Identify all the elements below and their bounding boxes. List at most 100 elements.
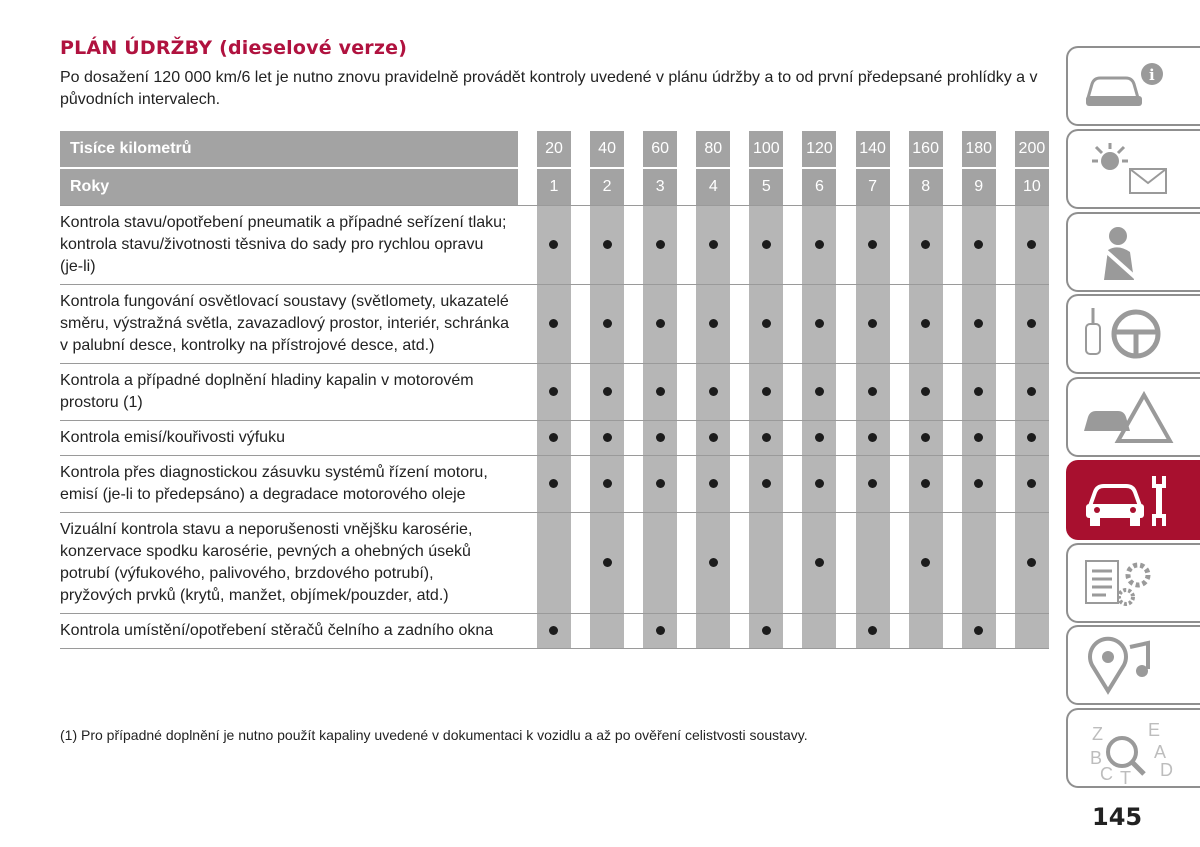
check-required-dot: [761, 240, 771, 249]
column-gap: [624, 420, 644, 456]
column-gap: [730, 420, 750, 456]
tab-technical-data[interactable]: [1066, 543, 1200, 623]
check-required-dot: [549, 433, 559, 442]
check-description: Vizuální kontrola stavu a neporušenosti …: [60, 512, 518, 614]
check-required-dot: [974, 626, 984, 635]
year-header-9: 9: [961, 168, 996, 206]
interval-cell-40: [590, 420, 625, 456]
year-header-8: 8: [908, 168, 943, 206]
km-header-120: 120: [802, 131, 837, 169]
column-gap: [995, 205, 1015, 285]
check-required-dot: [708, 479, 718, 488]
interval-cell-40: [590, 284, 625, 364]
interval-cell-20: [536, 512, 572, 614]
tab-starting-driving[interactable]: [1066, 294, 1200, 374]
column-gap: [677, 363, 697, 421]
column-gap: [942, 512, 962, 614]
emergency-icon: [1084, 390, 1174, 443]
page-title: PLÁN ÚDRŽBY (dieselové verze): [60, 37, 408, 59]
year-header-2: 2: [590, 168, 625, 206]
check-required-dot: [974, 433, 984, 442]
check-required-dot: [921, 479, 931, 488]
check-required-dot: [1027, 240, 1037, 249]
interval-cell-60: [643, 420, 678, 456]
interval-cell-140: [855, 420, 890, 456]
interval-cell-180: [961, 363, 996, 421]
year-header-7: 7: [855, 168, 890, 206]
intro-paragraph: Po dosažení 120 000 km/6 let je nutno zn…: [60, 69, 1038, 108]
check-required-dot: [921, 558, 931, 567]
interval-cell-80: [696, 512, 731, 614]
km-header-140: 140: [855, 131, 890, 169]
interval-cell-180: [961, 420, 996, 456]
km-header-20: 20: [536, 131, 572, 169]
column-gap: [836, 420, 856, 456]
interval-cell-60: [643, 284, 678, 364]
tab-car-info[interactable]: i: [1066, 46, 1200, 126]
interval-cell-60: [643, 205, 678, 285]
check-required-dot: [708, 319, 718, 328]
interval-cell-60: [643, 613, 678, 649]
column-gap: [783, 284, 803, 364]
table-row: Kontrola emisí/kouřivosti výfuku: [60, 420, 1049, 456]
check-required-dot: [974, 319, 984, 328]
check-required-dot: [814, 558, 824, 567]
check-required-dot: [868, 387, 878, 396]
column-gap: [889, 205, 909, 285]
interval-cell-160: [908, 284, 943, 364]
table-row: Kontrola umístění/opotřebení stěračů čel…: [60, 613, 1049, 649]
column-gap: [571, 131, 591, 169]
year-header-5: 5: [749, 168, 784, 206]
interval-cell-200: [1014, 613, 1049, 649]
interval-cell-140: [855, 363, 890, 421]
column-gap: [677, 613, 697, 649]
column-gap: [783, 613, 803, 649]
column-gap: [995, 363, 1015, 421]
column-gap: [836, 284, 856, 364]
column-gap: [783, 455, 803, 513]
interval-cell-20: [536, 284, 572, 364]
tab-safety[interactable]: [1066, 212, 1200, 292]
check-required-dot: [761, 479, 771, 488]
column-gap: [889, 512, 909, 614]
check-required-dot: [921, 433, 931, 442]
check-required-dot: [602, 387, 612, 396]
column-gap: [889, 420, 909, 456]
check-required-dot: [868, 479, 878, 488]
tab-multimedia[interactable]: [1066, 625, 1200, 705]
table-row: Kontrola a případné doplnění hladiny kap…: [60, 363, 1049, 421]
tab-maintenance[interactable]: [1066, 460, 1200, 540]
interval-cell-200: [1014, 455, 1049, 513]
check-required-dot: [868, 319, 878, 328]
km-header-200: 200: [1014, 131, 1049, 169]
interval-cell-60: [643, 512, 678, 614]
km-header-40: 40: [590, 131, 625, 169]
column-gap: [677, 455, 697, 513]
column-gap: [571, 512, 591, 614]
check-required-dot: [655, 387, 665, 396]
column-gap: [571, 363, 591, 421]
check-required-dot: [602, 240, 612, 249]
column-gap: [517, 363, 537, 421]
check-required-dot: [814, 479, 824, 488]
check-required-dot: [655, 626, 665, 635]
tab-emergency[interactable]: [1066, 377, 1200, 457]
column-gap: [783, 363, 803, 421]
column-gap: [995, 284, 1015, 364]
index-letter: D: [1160, 760, 1173, 780]
km-header-180: 180: [961, 131, 996, 169]
interval-cell-180: [961, 512, 996, 614]
column-gap: [995, 613, 1015, 649]
column-gap: [571, 420, 591, 456]
column-gap: [889, 363, 909, 421]
column-gap: [624, 131, 644, 169]
column-gap: [517, 284, 537, 364]
column-gap: [942, 168, 962, 206]
tab-dashboard-lights[interactable]: [1066, 129, 1200, 209]
column-gap: [571, 613, 591, 649]
interval-cell-80: [696, 455, 731, 513]
column-gap: [995, 131, 1015, 169]
